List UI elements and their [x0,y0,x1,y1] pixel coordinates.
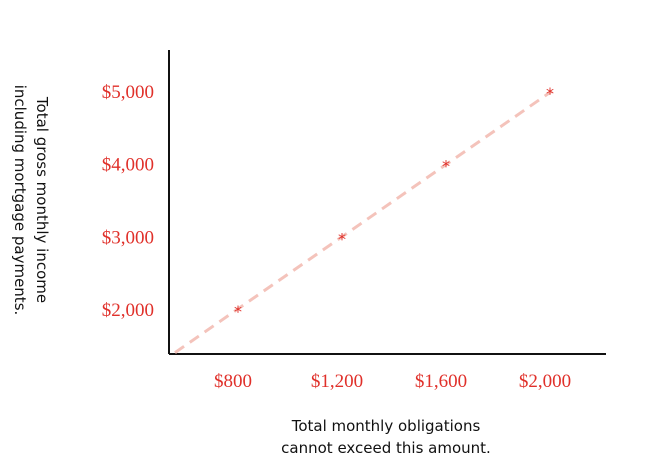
x-tick-label: $1,200 [311,371,363,392]
axes [168,50,606,355]
y-tick-label: $5,000 [102,82,154,103]
x-axis-title-line: cannot exceed this amount. [281,439,491,457]
x-tick-label: $2,000 [519,371,571,392]
data-point: * [338,229,346,248]
x-tick-labels: $800 $1,200 $1,600 $2,000 [214,371,571,392]
y-tick-label: $2,000 [102,300,154,321]
x-axis-title: Total monthly obligations cannot exceed t… [281,417,491,457]
x-tick-label: $800 [214,371,252,392]
y-tick-label: $4,000 [102,155,154,176]
y-tick-labels: $2,000 $3,000 $4,000 $5,000 [102,82,154,321]
y-tick-label: $3,000 [102,227,154,248]
x-axis-title-line: Total monthly obligations [291,417,481,435]
data-point: * [234,302,242,321]
y-axis-title-line: Total gross monthly income [33,96,51,303]
y-axis-title-line: including mortgage payments. [11,85,29,316]
trend-line [174,89,553,354]
data-points: * * * * [234,84,554,321]
trend-line-group [174,89,553,354]
x-tick-label: $1,600 [415,371,467,392]
data-point: * [442,157,450,176]
data-point: * [546,84,554,103]
